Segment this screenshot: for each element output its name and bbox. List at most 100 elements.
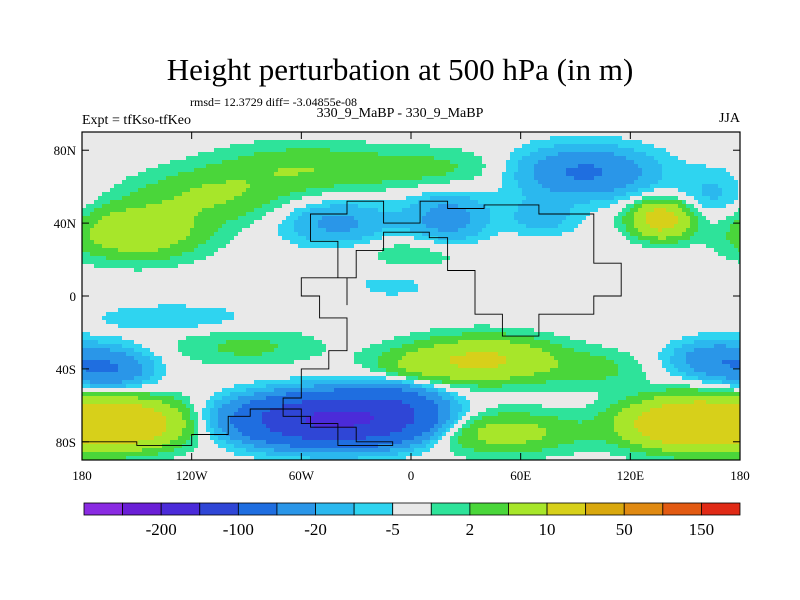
field-cell [102, 148, 107, 153]
field-cell [562, 160, 567, 165]
field-cell [154, 136, 159, 141]
field-cell [438, 220, 443, 225]
field-cell [518, 220, 523, 225]
field-cell [494, 216, 499, 221]
field-cell [410, 144, 415, 149]
field-cell [202, 156, 207, 161]
field-cell [730, 212, 735, 217]
field-cell [714, 192, 719, 197]
field-cell [566, 136, 571, 141]
field-cell [734, 188, 739, 193]
field-cell [290, 244, 295, 249]
field-cell [722, 184, 727, 189]
field-cell [382, 156, 387, 161]
field-cell [142, 212, 147, 217]
field-cell [642, 240, 647, 245]
field-cell [230, 228, 235, 233]
field-cell [594, 160, 599, 165]
field-cell [90, 180, 95, 185]
field-cell [206, 168, 211, 173]
field-cell [698, 200, 703, 205]
field-cell [278, 224, 283, 229]
field-cell [262, 132, 267, 137]
field-cell [498, 168, 503, 173]
field-cell [538, 156, 543, 161]
field-cell [306, 156, 311, 161]
field-cell [706, 176, 711, 181]
field-cell [454, 240, 459, 245]
field-cell [710, 208, 715, 213]
field-cell [646, 184, 651, 189]
field-cell [326, 232, 331, 237]
field-cell [514, 240, 519, 245]
field-cell [310, 144, 315, 149]
field-cell [602, 240, 607, 245]
field-cell [474, 240, 479, 245]
field-cell [554, 172, 559, 177]
field-cell [642, 188, 647, 193]
field-cell [510, 192, 515, 197]
field-cell [690, 168, 695, 173]
field-cell [562, 196, 567, 201]
field-cell [114, 164, 119, 169]
field-cell [454, 192, 459, 197]
field-cell [110, 216, 115, 221]
field-cell [566, 164, 571, 169]
field-cell [694, 156, 699, 161]
field-cell [174, 208, 179, 213]
field-cell [94, 148, 99, 153]
field-cell [290, 160, 295, 165]
field-cell [418, 236, 423, 241]
field-cell [138, 136, 143, 141]
field-cell [486, 212, 491, 217]
field-cell [642, 208, 647, 213]
field-cell [586, 148, 591, 153]
field-cell [242, 132, 247, 137]
field-cell [726, 240, 731, 245]
field-cell [126, 176, 131, 181]
field-cell [690, 156, 695, 161]
field-cell [418, 160, 423, 165]
field-cell [478, 148, 483, 153]
field-cell [278, 200, 283, 205]
field-cell [234, 252, 239, 257]
field-cell [358, 208, 363, 213]
field-cell [234, 184, 239, 189]
field-cell [482, 228, 487, 233]
field-cell [718, 204, 723, 209]
field-cell [166, 176, 171, 181]
field-cell [254, 192, 259, 197]
field-cell [534, 224, 539, 229]
field-cell [118, 152, 123, 157]
field-cell [210, 164, 215, 169]
field-cell [282, 236, 287, 241]
field-cell [318, 200, 323, 205]
field-cell [570, 228, 575, 233]
field-cell [262, 208, 267, 213]
field-cell [602, 244, 607, 249]
field-cell [426, 136, 431, 141]
field-cell [610, 236, 615, 241]
field-cell [714, 200, 719, 205]
field-cell [438, 216, 443, 221]
field-cell [362, 244, 367, 249]
field-cell [222, 148, 227, 153]
field-cell [354, 152, 359, 157]
field-cell [570, 172, 575, 177]
field-cell [302, 176, 307, 181]
field-cell [626, 168, 631, 173]
field-cell [682, 144, 687, 149]
field-cell [174, 136, 179, 141]
field-cell [130, 144, 135, 149]
field-cell [438, 144, 443, 149]
field-cell [514, 184, 519, 189]
field-cell [150, 160, 155, 165]
field-cell [422, 248, 427, 253]
field-cell [378, 148, 383, 153]
field-cell [358, 200, 363, 205]
field-cell [518, 148, 523, 153]
field-cell [586, 184, 591, 189]
field-cell [598, 200, 603, 205]
field-cell [622, 192, 627, 197]
field-cell [362, 164, 367, 169]
